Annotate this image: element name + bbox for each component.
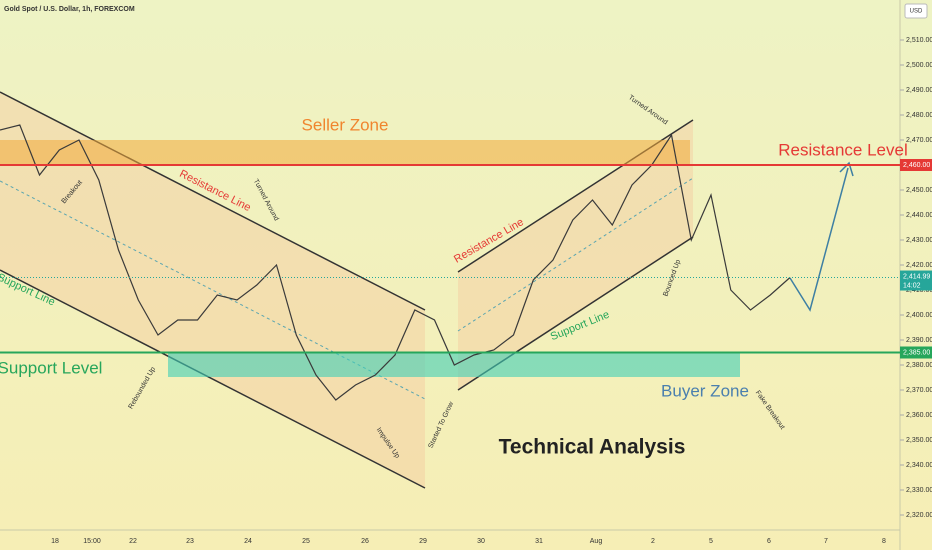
currency: USD: [910, 9, 923, 15]
y-tick-label: 2,320.00: [906, 512, 932, 519]
level-label: 2,460.00: [903, 162, 930, 169]
annotation: Seller Zone: [302, 115, 389, 134]
channel-line: [0, 91, 426, 311]
x-tick-label: 29: [419, 538, 427, 545]
y-tick-label: 2,390.00: [906, 337, 932, 344]
y-tick-label: 2,330.00: [906, 487, 932, 494]
x-tick-label: 7: [824, 538, 828, 545]
x-tick-label: 25: [302, 538, 310, 545]
x-tick-label: 6: [767, 538, 771, 545]
y-tick-label: 2,370.00: [906, 387, 932, 394]
x-tick-label: 23: [186, 538, 194, 545]
y-tick-label: 2,470.00: [906, 137, 932, 144]
price-line: [0, 124, 791, 401]
x-tick-label: 24: [244, 538, 252, 545]
y-tick-label: 2,420.00: [906, 262, 932, 269]
channel: [0, 92, 425, 488]
annotation: Resistance Level: [778, 140, 907, 159]
y-tick-label: 2,480.00: [906, 112, 932, 119]
marks: [0, 124, 791, 401]
level-badge: [900, 346, 932, 359]
last-price-label: 2,414.99: [903, 273, 930, 280]
y-tick-label: 2,340.00: [906, 462, 932, 469]
y-tick-label: 2,380.00: [906, 362, 932, 369]
last-price-time: 14:02: [903, 282, 921, 289]
annotation: Technical Analysis: [499, 436, 686, 459]
y-tick-label: 2,450.00: [906, 187, 932, 194]
x-tick-label: 31: [535, 538, 543, 545]
x-tick-label: 8: [882, 538, 886, 545]
y-tick-label: 2,400.00: [906, 312, 932, 319]
y-tick-label: 2,360.00: [906, 412, 932, 419]
x-tick-label: 26: [361, 538, 369, 545]
chart-title: Gold Spot / U.S. Dollar, 1h, FOREXCOM: [4, 6, 135, 13]
forecast-path: [789, 167, 849, 312]
x-tick-label: Aug: [590, 538, 603, 545]
last-price-badge: [900, 270, 932, 291]
x-tick-label: 2: [651, 538, 655, 545]
x-tick-label: 5: [709, 538, 713, 545]
x-tick-label: 15:00: [83, 538, 101, 545]
level-badge: [900, 159, 932, 171]
channel-midline: [457, 177, 694, 332]
y-tick-label: 2,490.00: [906, 87, 932, 94]
y-tick-label: 2,430.00: [906, 237, 932, 244]
currency-box: [904, 3, 928, 19]
x-tick-label: 30: [477, 538, 485, 545]
y-tick-label: 2,510.00: [906, 37, 932, 44]
forecast-arrowhead: [839, 161, 854, 177]
seller-zone: [0, 140, 690, 165]
x-tick-label: 18: [51, 538, 59, 545]
annotation: Buyer Zone: [661, 381, 749, 400]
y-tick-label: 2,350.00: [906, 437, 932, 444]
y-tick-label: 2,440.00: [906, 212, 932, 219]
level-label: 2,385.00: [903, 349, 930, 356]
y-tick-label: 2,500.00: [906, 62, 932, 69]
x-tick-label: 22: [129, 538, 137, 545]
annotation: Support Level: [0, 358, 102, 377]
channel-line: [0, 269, 426, 489]
